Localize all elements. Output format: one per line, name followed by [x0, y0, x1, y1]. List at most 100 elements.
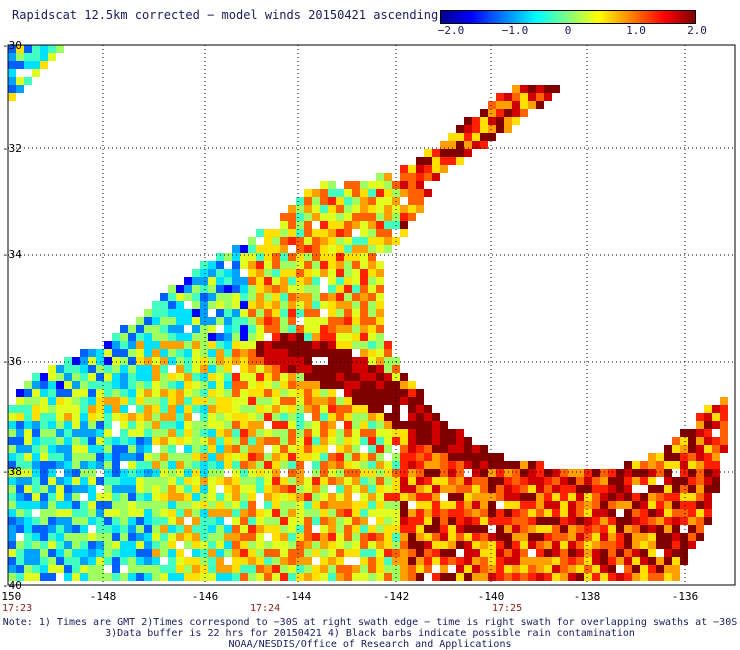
wind-cell	[680, 461, 688, 469]
wind-cell	[280, 357, 288, 365]
wind-cell	[368, 453, 376, 461]
wind-cell	[328, 557, 336, 565]
wind-cell	[352, 269, 360, 277]
wind-cell	[400, 437, 408, 445]
wind-cell	[128, 493, 136, 501]
wind-cell	[112, 517, 120, 525]
wind-cell	[464, 445, 472, 453]
wind-cell	[376, 445, 384, 453]
wind-cell	[368, 485, 376, 493]
wind-cell	[208, 429, 216, 437]
wind-cell	[648, 525, 656, 533]
wind-cell	[400, 421, 408, 429]
wind-cell	[664, 557, 672, 565]
wind-cell	[32, 413, 40, 421]
wind-cell	[552, 85, 560, 93]
wind-cell	[336, 557, 344, 565]
wind-cell	[72, 389, 80, 397]
wind-cell	[328, 525, 336, 533]
wind-cell	[368, 469, 376, 477]
wind-cell	[192, 485, 200, 493]
wind-cell	[320, 373, 328, 381]
wind-cell	[248, 357, 256, 365]
wind-cell	[232, 557, 240, 565]
wind-cell	[256, 453, 264, 461]
wind-cell	[256, 557, 264, 565]
wind-cell	[304, 453, 312, 461]
wind-cell	[56, 381, 64, 389]
wind-cell	[640, 573, 648, 581]
wind-cell	[376, 357, 384, 365]
wind-cell	[32, 501, 40, 509]
wind-cell	[672, 517, 680, 525]
wind-cell	[328, 509, 336, 517]
wind-cell	[240, 365, 248, 373]
wind-cell	[376, 269, 384, 277]
wind-cell	[32, 61, 40, 69]
wind-cell	[248, 349, 256, 357]
wind-cell	[672, 565, 680, 573]
wind-cell	[488, 509, 496, 517]
wind-cell	[320, 413, 328, 421]
wind-cell	[440, 453, 448, 461]
wind-cell	[400, 517, 408, 525]
wind-cell	[96, 349, 104, 357]
wind-cell	[272, 501, 280, 509]
wind-cell	[64, 437, 72, 445]
wind-cell	[56, 541, 64, 549]
wind-cell	[192, 477, 200, 485]
wind-cell	[32, 405, 40, 413]
wind-cell	[144, 517, 152, 525]
wind-cell	[208, 261, 216, 269]
wind-cell	[56, 445, 64, 453]
wind-cell	[176, 405, 184, 413]
wind-cell	[80, 533, 88, 541]
wind-cell	[88, 365, 96, 373]
wind-cell	[48, 565, 56, 573]
wind-cell	[24, 429, 32, 437]
wind-cell	[112, 565, 120, 573]
wind-cell	[48, 485, 56, 493]
wind-cell	[240, 485, 248, 493]
wind-cell	[144, 389, 152, 397]
wind-cell	[192, 333, 200, 341]
wind-cell	[128, 389, 136, 397]
wind-cell	[256, 333, 264, 341]
wind-cell	[368, 333, 376, 341]
wind-cell	[136, 541, 144, 549]
wind-cell	[424, 157, 432, 165]
wind-cell	[216, 437, 224, 445]
wind-cell	[224, 309, 232, 317]
wind-cell	[72, 461, 80, 469]
wind-cell	[32, 549, 40, 557]
wind-cell	[80, 565, 88, 573]
wind-cell	[512, 109, 520, 117]
wind-cell	[320, 453, 328, 461]
wind-cell	[400, 397, 408, 405]
wind-cell	[304, 365, 312, 373]
wind-cell	[16, 421, 24, 429]
wind-cell	[120, 557, 128, 565]
wind-cell	[328, 269, 336, 277]
wind-cell	[696, 501, 704, 509]
wind-cell	[264, 357, 272, 365]
wind-cell	[368, 301, 376, 309]
wind-cell	[312, 245, 320, 253]
wind-cell	[360, 557, 368, 565]
wind-cell	[408, 477, 416, 485]
wind-cell	[232, 405, 240, 413]
lat-label-40: -40	[2, 579, 22, 592]
wind-cell	[272, 477, 280, 485]
wind-cell	[616, 469, 624, 477]
wind-cell	[328, 381, 336, 389]
wind-cell	[120, 333, 128, 341]
wind-cell	[320, 261, 328, 269]
wind-cell	[712, 469, 720, 477]
wind-cell	[592, 573, 600, 581]
wind-cell	[424, 445, 432, 453]
wind-cell	[48, 437, 56, 445]
wind-cell	[160, 381, 168, 389]
wind-cell	[192, 405, 200, 413]
wind-cell	[160, 461, 168, 469]
wind-cell	[104, 477, 112, 485]
